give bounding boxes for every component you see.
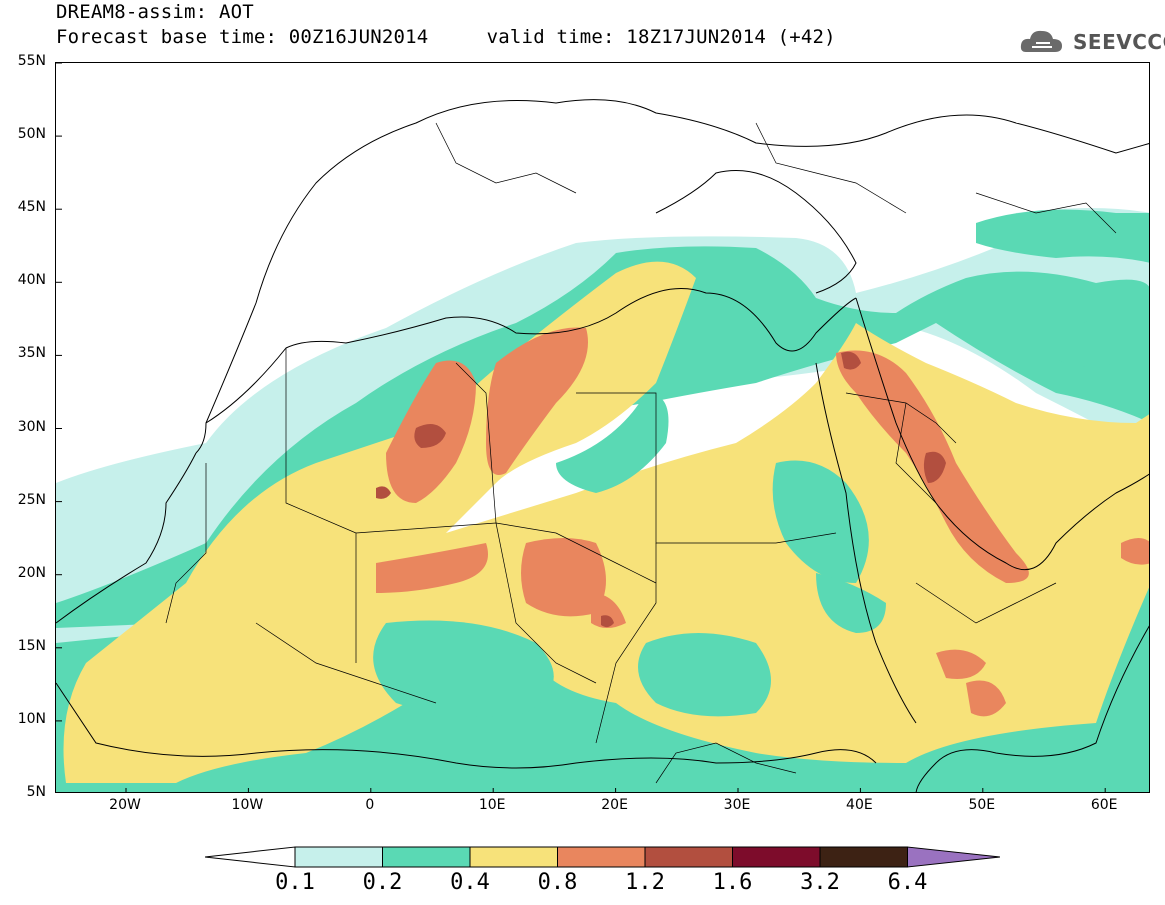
lat-label: 35N [17, 345, 46, 362]
lat-label: 55N [17, 53, 46, 69]
lon-label: 40E [846, 797, 873, 813]
lon-label: 10W [231, 797, 264, 813]
lon-label: 60E [1090, 797, 1118, 813]
colorbar-segment [819, 846, 908, 868]
lat-label: 30N [17, 418, 46, 435]
colorbar-segment [469, 846, 558, 868]
lon-label: 20E [601, 797, 628, 813]
colorbar-segment [732, 846, 821, 868]
colorbar-label: 6.4 [887, 870, 928, 895]
lon-ticks [125, 788, 1106, 792]
colorbar-label: 3.2 [800, 870, 840, 895]
lat-label: 15N [17, 637, 46, 654]
colorbar-label: 0.2 [362, 870, 403, 895]
colorbar-label: 0.8 [537, 870, 578, 895]
lon-label: 20W [109, 797, 141, 813]
lon-label: 30E [723, 797, 751, 813]
lat-label: 5N [26, 784, 46, 800]
coastlines [56, 99, 1149, 792]
map-frame [55, 62, 1150, 793]
lon-label: 0 [365, 797, 375, 813]
colorbar-label: 1.2 [625, 870, 665, 895]
colorbar-label: 0.4 [450, 870, 490, 895]
country-borders [165, 122, 1117, 784]
cloud-logo-icon [1020, 30, 1062, 52]
map-subtitle: Forecast base time: 00Z16JUN2014 valid t… [56, 26, 836, 48]
colorbar [205, 846, 1000, 868]
lat-label: 45N [17, 199, 46, 216]
aot-map [56, 63, 1149, 792]
lat-label: 25N [17, 491, 46, 508]
colorbar-segment [294, 846, 383, 868]
colorbar-segment [557, 846, 646, 868]
lat-label: 10N [17, 710, 46, 727]
colorbar-label: 0.1 [275, 870, 315, 895]
colorbar-segment [644, 846, 733, 868]
colorbar-segment [382, 846, 471, 868]
lat-label: 20N [17, 564, 46, 581]
lat-label: 50N [17, 126, 46, 143]
lat-ticks [56, 63, 62, 722]
lat-label: 40N [17, 272, 46, 289]
map-title: DREAM8-assim: AOT [56, 1, 254, 23]
aot-band-1-2 [376, 351, 946, 628]
colorbar-under-arrow [205, 846, 296, 868]
colorbar-label: 1.6 [712, 870, 753, 895]
lon-label: 10E [478, 797, 506, 813]
lon-label: 50E [968, 797, 996, 813]
colorbar-over-arrow [907, 846, 1000, 868]
logo-text: SEEVCCC [1073, 30, 1165, 54]
